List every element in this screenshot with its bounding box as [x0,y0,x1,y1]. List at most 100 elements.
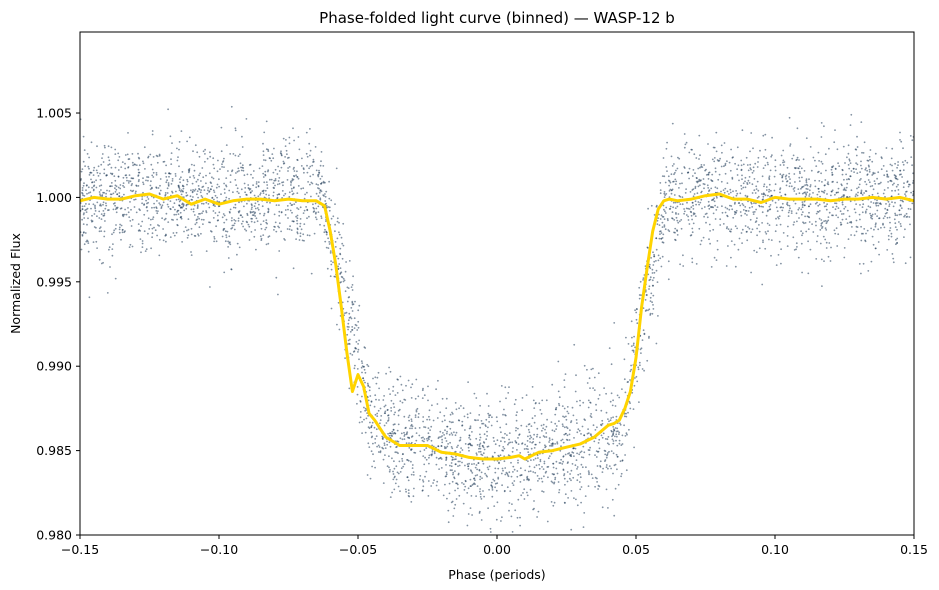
scatter-point [895,185,898,188]
scatter-point [560,439,563,442]
scatter-point [900,140,903,143]
scatter-point [475,495,477,497]
scatter-point [473,392,476,395]
scatter-point [563,473,566,475]
scatter-point [182,187,185,190]
scatter-point [517,427,519,430]
scatter-point [533,407,536,409]
scatter-point [273,213,276,216]
scatter-point [655,269,658,272]
scatter-point [129,180,132,183]
scatter-point [287,208,289,211]
scatter-point [888,203,891,206]
scatter-point [563,426,566,429]
scatter-point [391,430,394,433]
scatter-point [282,160,285,163]
scatter-point [242,220,244,223]
scatter-point [464,479,467,482]
scatter-point [495,416,498,419]
scatter-point [351,284,354,286]
scatter-point [356,368,359,370]
scatter-point [328,243,331,245]
scatter-point [670,173,673,176]
scatter-point [147,156,150,159]
scatter-point [866,229,869,232]
scatter-point [149,184,152,187]
scatter-point [544,444,546,447]
scatter-point [848,215,851,218]
scatter-point [639,364,641,367]
scatter-point [158,238,161,241]
scatter-point [803,191,805,194]
scatter-point [312,160,315,163]
scatter-point [671,217,673,220]
scatter-point [255,181,258,183]
scatter-point [552,504,555,507]
scatter-point [516,470,519,472]
scatter-point [582,401,585,404]
scatter-point [458,494,461,497]
scatter-point [707,173,709,176]
scatter-point [109,172,112,175]
scatter-point [383,405,386,408]
scatter-point [818,180,821,182]
scatter-point [531,417,534,420]
scatter-point [760,205,763,208]
scatter-point [367,385,370,387]
scatter-point [617,483,620,486]
scatter-point [524,469,527,472]
scatter-point [314,146,317,148]
scatter-point [711,173,714,176]
scatter-point [867,270,870,272]
scatter-point [185,191,188,194]
scatter-point [186,178,189,181]
scatter-point [836,181,839,184]
scatter-point [855,219,858,222]
scatter-point [841,213,843,215]
scatter-point [491,495,494,498]
scatter-point [816,235,819,237]
scatter-point [753,178,756,180]
scatter-point [449,413,452,416]
scatter-point [739,192,742,195]
scatter-point [720,180,723,183]
scatter-point [856,194,859,197]
scatter-point [833,141,836,144]
scatter-point [298,148,301,151]
scatter-point [107,209,109,212]
scatter-point [573,343,576,346]
scatter-point [81,234,84,237]
scatter-point [842,213,845,215]
scatter-point [484,472,486,475]
scatter-point [533,466,536,469]
scatter-point [749,218,752,221]
scatter-point [369,404,372,407]
scatter-point [725,227,728,230]
scatter-point [746,214,748,216]
scatter-point [151,218,154,221]
scatter-point [98,230,101,233]
x-tick-label: −0.10 [200,542,238,557]
scatter-point [280,230,282,233]
scatter-point [692,213,695,216]
scatter-point [775,217,777,220]
scatter-point [845,186,848,189]
scatter-point [296,217,299,220]
scatter-point [232,224,235,227]
scatter-point [394,451,397,454]
scatter-point [801,211,804,214]
scatter-point [898,221,900,223]
scatter-point [648,337,650,339]
scatter-point [637,368,640,371]
scatter-point [898,213,901,216]
scatter-point [667,175,670,178]
scatter-point [529,470,532,472]
scatter-point [621,443,624,445]
scatter-point [132,164,135,167]
scatter-point [771,136,773,139]
scatter-point [389,445,392,448]
scatter-point [455,431,458,434]
scatter-point [683,166,686,168]
scatter-point [575,374,577,377]
scatter-point [578,453,581,456]
